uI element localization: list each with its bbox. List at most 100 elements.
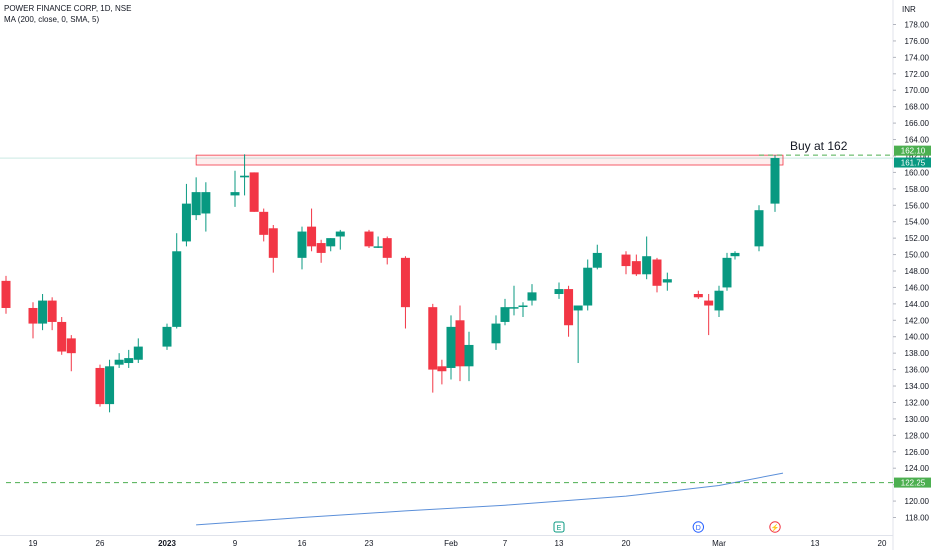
candle-up <box>181 203 191 242</box>
candle-down <box>95 367 105 405</box>
candle-down <box>564 289 574 326</box>
candle-down <box>307 226 317 247</box>
candle-up <box>230 192 240 196</box>
buy-annotation: Buy at 162 <box>790 139 848 153</box>
price-tick-label: 144.00 <box>905 300 930 309</box>
candle-down <box>259 211 269 235</box>
price-tick-label: 160.00 <box>905 168 930 177</box>
price-tick-label: 134.00 <box>905 382 930 391</box>
time-tick-label: 16 <box>298 539 307 548</box>
price-tick-label: 148.00 <box>905 267 930 276</box>
candle-up <box>722 257 732 288</box>
candle-up <box>335 231 345 237</box>
candle-down <box>455 320 465 367</box>
time-tick-label: 20 <box>878 539 887 548</box>
candle-down <box>57 321 67 352</box>
price-tick-label: 138.00 <box>905 349 930 358</box>
chart-legend: POWER FINANCE CORP, 1D, NSE MA (200, clo… <box>4 3 131 25</box>
event-marker-label: D <box>696 525 701 532</box>
symbol-title[interactable]: POWER FINANCE CORP, 1D, NSE <box>4 4 132 13</box>
indicator-label[interactable]: MA (200, close, 0, SMA, 5) <box>4 15 100 24</box>
time-tick-label: 26 <box>96 539 105 548</box>
candle-down <box>400 257 410 308</box>
candle-up <box>201 192 211 214</box>
candle-up <box>172 251 182 327</box>
candle-up <box>114 359 124 365</box>
candle-up <box>446 326 456 368</box>
price-tick-label: 176.00 <box>905 37 930 46</box>
price-tick-label: 162.00 <box>905 152 930 161</box>
candle-up <box>583 267 593 306</box>
price-tag-label: 161.75 <box>901 159 926 168</box>
candle-up <box>518 305 528 308</box>
price-tick-label: 130.00 <box>905 415 930 424</box>
price-tick-label: 168.00 <box>905 103 930 112</box>
price-tick-label: 170.00 <box>905 86 930 95</box>
price-tick-label: 132.00 <box>905 398 930 407</box>
price-tick-label: 128.00 <box>905 431 930 440</box>
price-tick-label: 158.00 <box>905 185 930 194</box>
price-tick-label: 136.00 <box>905 366 930 375</box>
time-tick-label: Mar <box>712 539 726 548</box>
candle-down <box>364 231 374 247</box>
price-tick-label: 166.00 <box>905 119 930 128</box>
candle-up <box>770 158 780 204</box>
candle-up <box>38 300 48 324</box>
event-marker-label: E <box>557 525 562 532</box>
candle-up <box>124 358 134 364</box>
candle-up <box>527 292 537 301</box>
candle-up <box>554 289 564 295</box>
time-tick-label: 19 <box>29 539 38 548</box>
currency-label: INR <box>902 5 916 14</box>
time-tick-label: 13 <box>811 539 820 548</box>
candle-up <box>573 305 583 311</box>
time-tick-label: 2023 <box>158 539 176 548</box>
candle-up <box>730 252 740 257</box>
price-tick-label: 124.00 <box>905 464 930 473</box>
split-event-icon <box>769 521 781 533</box>
time-tick-label: 7 <box>503 539 508 548</box>
candle-up <box>500 307 510 322</box>
candle-up <box>592 252 602 268</box>
price-tag-label: 122.25 <box>901 479 926 488</box>
price-tag <box>894 145 931 156</box>
dividend-event-icon <box>692 521 705 533</box>
price-tick-label: 146.00 <box>905 283 930 292</box>
candle-up <box>464 344 474 367</box>
candle-up <box>373 246 383 248</box>
candle-up <box>297 231 307 258</box>
price-tag <box>894 477 931 488</box>
candle-up <box>642 256 652 275</box>
event-marker-label: ⚡ <box>771 523 780 532</box>
candle-up <box>133 346 143 360</box>
candle-down <box>28 307 38 324</box>
price-tick-label: 172.00 <box>905 70 930 79</box>
candle-down <box>437 366 447 372</box>
price-tag <box>894 157 931 168</box>
time-tick-label: 13 <box>555 539 564 548</box>
candle-up <box>491 323 501 344</box>
time-tick-label: 20 <box>622 539 631 548</box>
price-tick-label: 126.00 <box>905 448 930 457</box>
candle-down <box>652 259 662 286</box>
price-tick-label: 152.00 <box>905 234 930 243</box>
candle-down <box>382 238 392 258</box>
candle-down <box>249 172 259 212</box>
price-tick-label: 142.00 <box>905 316 930 325</box>
price-tag-label: 162.10 <box>901 147 926 156</box>
candle-up <box>162 326 172 347</box>
price-tick-label: 174.00 <box>905 53 930 62</box>
candle-down <box>631 261 641 275</box>
resistance-zone <box>195 154 784 166</box>
candle-up <box>105 366 115 405</box>
price-tick-label: 156.00 <box>905 201 930 210</box>
candle-down <box>621 254 631 267</box>
time-tick-label: 9 <box>233 539 238 548</box>
price-tick-label: 118.00 <box>905 514 929 523</box>
candle-up <box>714 290 724 311</box>
earnings-event-icon <box>553 521 565 533</box>
candle-down <box>316 243 326 253</box>
price-tick-label: 140.00 <box>905 333 930 342</box>
